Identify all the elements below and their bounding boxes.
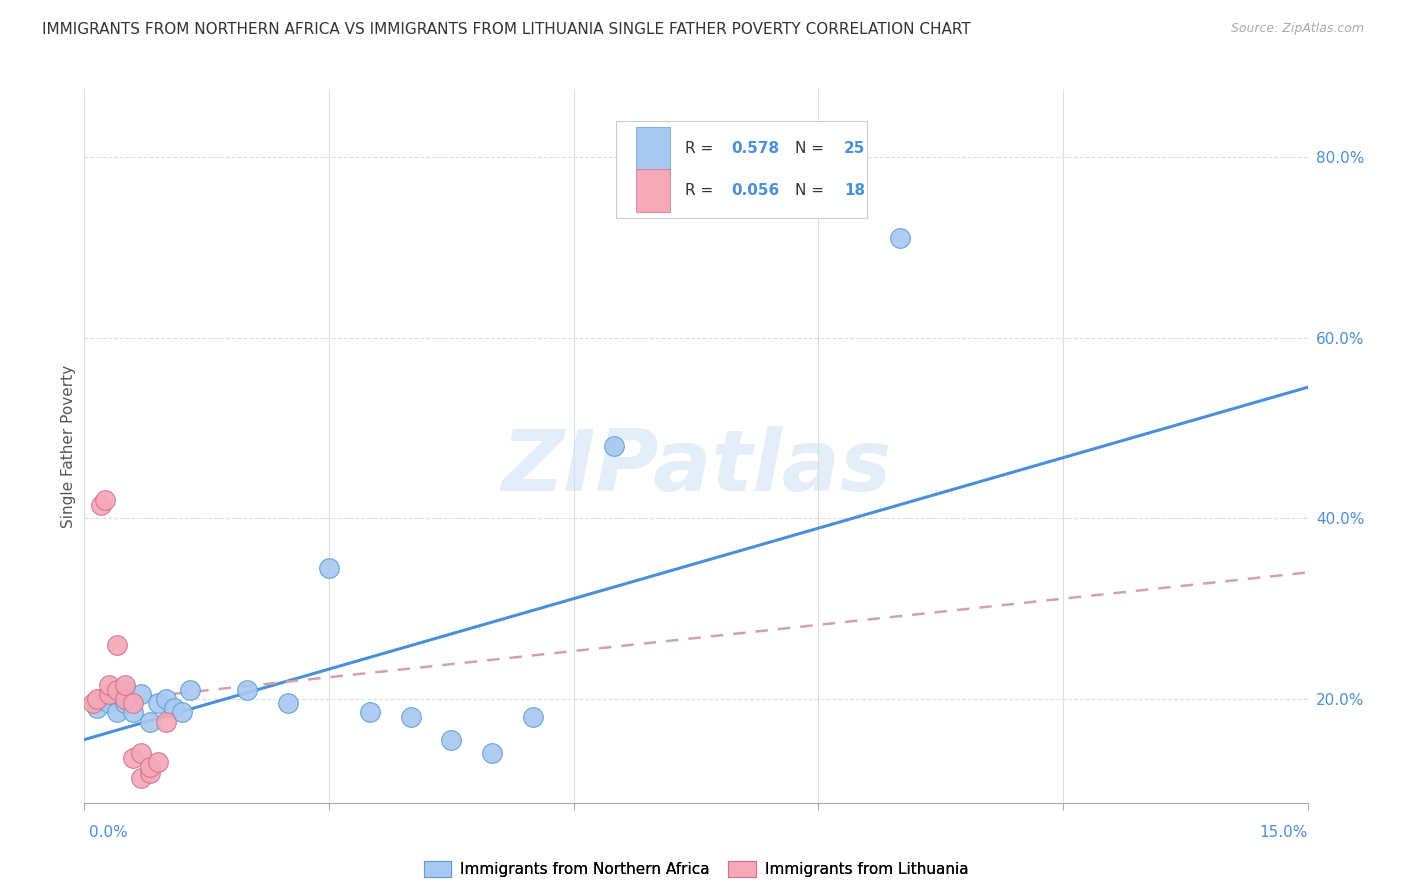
Point xyxy=(82,697,104,711)
Point xyxy=(97,678,120,692)
Point xyxy=(131,746,153,760)
Text: 0.0%: 0.0% xyxy=(89,825,128,840)
Text: 25: 25 xyxy=(844,141,865,156)
Point xyxy=(90,692,112,706)
Text: N =: N = xyxy=(794,183,830,198)
Point xyxy=(131,772,153,786)
Point xyxy=(105,638,128,652)
FancyBboxPatch shape xyxy=(636,127,671,169)
Text: Source: ZipAtlas.com: Source: ZipAtlas.com xyxy=(1230,22,1364,36)
Point xyxy=(105,682,128,697)
Point xyxy=(163,701,186,715)
Point xyxy=(481,746,503,760)
Text: N =: N = xyxy=(794,141,830,156)
Text: 18: 18 xyxy=(844,183,865,198)
Point xyxy=(97,697,120,711)
Point xyxy=(318,561,340,575)
Point xyxy=(889,231,911,245)
Point xyxy=(122,697,145,711)
Point xyxy=(440,732,463,747)
Point xyxy=(603,439,626,453)
Point xyxy=(155,692,177,706)
Point xyxy=(90,498,112,512)
Text: ZIPatlas: ZIPatlas xyxy=(501,425,891,509)
Point xyxy=(359,706,381,720)
Point xyxy=(93,493,117,508)
Point xyxy=(277,697,299,711)
Point xyxy=(138,759,160,773)
Point xyxy=(236,682,259,697)
Point xyxy=(146,697,169,711)
Legend: Immigrants from Northern Africa, Immigrants from Lithuania: Immigrants from Northern Africa, Immigra… xyxy=(423,862,969,877)
Text: R =: R = xyxy=(685,141,718,156)
Text: IMMIGRANTS FROM NORTHERN AFRICA VS IMMIGRANTS FROM LITHUANIA SINGLE FATHER POVER: IMMIGRANTS FROM NORTHERN AFRICA VS IMMIG… xyxy=(42,22,972,37)
Point xyxy=(522,710,544,724)
Point xyxy=(114,682,136,697)
Point xyxy=(86,701,108,715)
Point xyxy=(86,692,108,706)
Point xyxy=(131,687,153,701)
Point xyxy=(146,755,169,769)
Point xyxy=(105,706,128,720)
Point xyxy=(105,687,128,701)
Text: 15.0%: 15.0% xyxy=(1260,825,1308,840)
Text: 0.578: 0.578 xyxy=(731,141,779,156)
Y-axis label: Single Father Poverty: Single Father Poverty xyxy=(60,365,76,527)
Point xyxy=(122,750,145,764)
FancyBboxPatch shape xyxy=(616,121,868,218)
Point xyxy=(114,678,136,692)
Point xyxy=(114,697,136,711)
Point xyxy=(97,687,120,701)
Text: R =: R = xyxy=(685,183,718,198)
Point xyxy=(138,766,160,780)
Text: 0.056: 0.056 xyxy=(731,183,780,198)
Point xyxy=(138,714,160,729)
Point xyxy=(122,706,145,720)
Point xyxy=(114,692,136,706)
Point xyxy=(179,682,201,697)
Point xyxy=(155,714,177,729)
Point xyxy=(399,710,422,724)
FancyBboxPatch shape xyxy=(636,169,671,212)
Point xyxy=(172,706,194,720)
